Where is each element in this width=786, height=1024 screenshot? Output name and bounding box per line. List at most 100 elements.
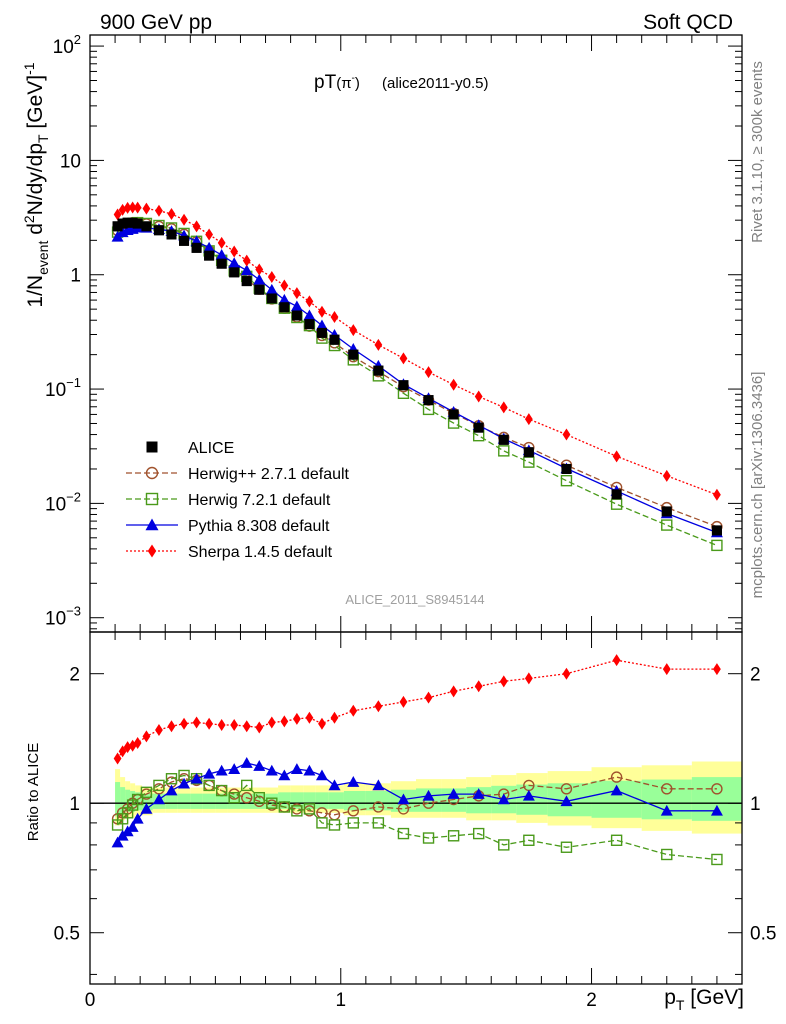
herwig7-ratio-point: [498, 839, 510, 851]
alice-data-point: [112, 221, 123, 232]
sherpa-main-point: [142, 202, 151, 215]
pythia-ratio-point: [228, 763, 241, 774]
herwig7-ratio-point: [131, 793, 144, 806]
herwig7-ratio-point: [372, 817, 385, 829]
alice-data-point: [373, 365, 384, 376]
alice-data-point: [127, 217, 138, 228]
sherpa-main-point: [330, 311, 339, 324]
pythia-main-line: [117, 227, 718, 534]
alice-data-point: [179, 235, 190, 246]
herwigpp-ratio-point: [661, 783, 673, 795]
ratio-y-tick-label-left: 0.5: [54, 924, 80, 945]
sherpa-main-point: [133, 201, 142, 214]
legend-label-herwig7: Herwig 7.2.1 default: [188, 492, 331, 509]
axes-group: 102 10 1 10−1 10−2 10−3 2 2 1 1 0.5 0.5 0 1 2: [45, 32, 776, 1011]
alice-data-point: [191, 242, 202, 253]
ratio-band-inner: [240, 793, 253, 809]
plot-subtitle: (alice2011-y0.5): [382, 75, 488, 92]
ratio-band-inner: [328, 792, 344, 809]
pythia-ratio-point: [710, 804, 723, 816]
sherpa-ratio-point: [142, 730, 151, 743]
x-tick-label: 2: [586, 990, 597, 1011]
sherpa-main-point: [128, 201, 137, 214]
ratio-band-inner: [365, 791, 391, 811]
pythia-main-point: [303, 309, 316, 321]
main-y-tick-label: 10: [60, 151, 81, 172]
herwigpp-ratio-point: [372, 801, 385, 813]
pythia-ratio-point: [253, 760, 266, 771]
sherpa-main-point: [255, 263, 264, 276]
sherpa-main-point: [399, 352, 408, 365]
herwig7-ratio-point: [266, 797, 278, 809]
alice-data-point: [291, 310, 302, 321]
pythia-ratio-point: [278, 769, 291, 781]
sherpa-main-point: [167, 208, 176, 221]
pythia-main-point: [265, 283, 278, 295]
alice-data-point: [141, 221, 152, 232]
herwig7-ratio-point: [203, 779, 215, 792]
sherpa-main-point: [524, 413, 533, 426]
x-tick-label: 0: [85, 990, 96, 1011]
ratio-y-tick-label-right: 0.5: [750, 924, 776, 945]
pythia-main-point: [253, 273, 266, 285]
sherpa-ratio-point: [255, 721, 264, 734]
pythia-ratio-point: [240, 757, 253, 768]
main-y-tick-label: 102: [53, 32, 81, 58]
pythia-ratio-point: [303, 764, 316, 776]
alice-data-point: [166, 229, 177, 240]
ratio-band-inner: [343, 791, 366, 811]
ratio-band-inner: [115, 782, 121, 817]
herwig7-ratio-point: [472, 827, 485, 840]
sherpa-ratio-point: [713, 663, 721, 676]
herwig7-ratio-point: [165, 773, 178, 785]
pythia-ratio-point: [497, 793, 510, 805]
alice-data-point: [316, 327, 327, 338]
pythia-ratio-point: [422, 789, 435, 801]
sherpa-ratio-point: [118, 745, 127, 758]
sherpa-ratio-line: [117, 659, 717, 759]
main-panel-series: [111, 201, 723, 552]
alice-data-point: [216, 258, 227, 269]
alice-data-point: [398, 380, 409, 391]
sherpa-ratio-point: [305, 711, 314, 724]
herwig7-main-point: [498, 445, 510, 457]
pythia-ratio-point: [131, 812, 144, 824]
herwig7-main-point: [661, 519, 673, 531]
herwig7-ratio-point: [241, 779, 253, 792]
herwig7-ratio-point: [560, 841, 573, 853]
ratio-band-inner: [190, 793, 203, 809]
sherpa-main-point: [192, 220, 201, 233]
alice-data-point: [279, 302, 290, 313]
sherpa-ratio-point: [330, 711, 339, 724]
pythia-ratio-point: [660, 804, 673, 816]
collision-label: 900 GeV pp: [100, 11, 212, 34]
alice-data-point: [423, 395, 434, 406]
sherpa-ratio-point: [349, 704, 358, 717]
sherpa-ratio-point: [292, 712, 301, 725]
herwigpp-ratio-point: [560, 783, 573, 795]
sherpa-main-point: [155, 204, 163, 217]
herwig7-ratio-point: [215, 784, 228, 797]
sherpa-ratio-point: [205, 717, 214, 730]
pythia-ratio-point: [178, 777, 191, 789]
sherpa-ratio-point: [524, 672, 533, 685]
alice-data-point: [473, 422, 484, 433]
pythia-ratio-point: [347, 776, 360, 787]
pythia-ratio-point: [610, 784, 623, 796]
pythia-ratio-point: [152, 793, 165, 805]
herwigpp-ratio-point: [241, 791, 253, 804]
sherpa-ratio-point: [133, 737, 142, 750]
pythia-ratio-point: [215, 764, 228, 776]
herwig7-ratio-point: [278, 801, 291, 813]
sherpa-ratio-point: [424, 691, 433, 704]
pythia-ratio-point: [265, 764, 278, 776]
pythia-main-point: [290, 300, 303, 312]
pythia-ratio-point: [140, 802, 153, 814]
herwig7-ratio-point: [347, 817, 360, 829]
legend-label-ALICE: ALICE: [188, 440, 234, 457]
pythia-main-point: [315, 319, 328, 331]
herwig7-ratio-point: [397, 827, 410, 840]
herwig7-ratio-point: [153, 779, 165, 792]
herwig7-ratio-point: [610, 834, 623, 846]
herwig7-ratio-point: [447, 830, 460, 842]
